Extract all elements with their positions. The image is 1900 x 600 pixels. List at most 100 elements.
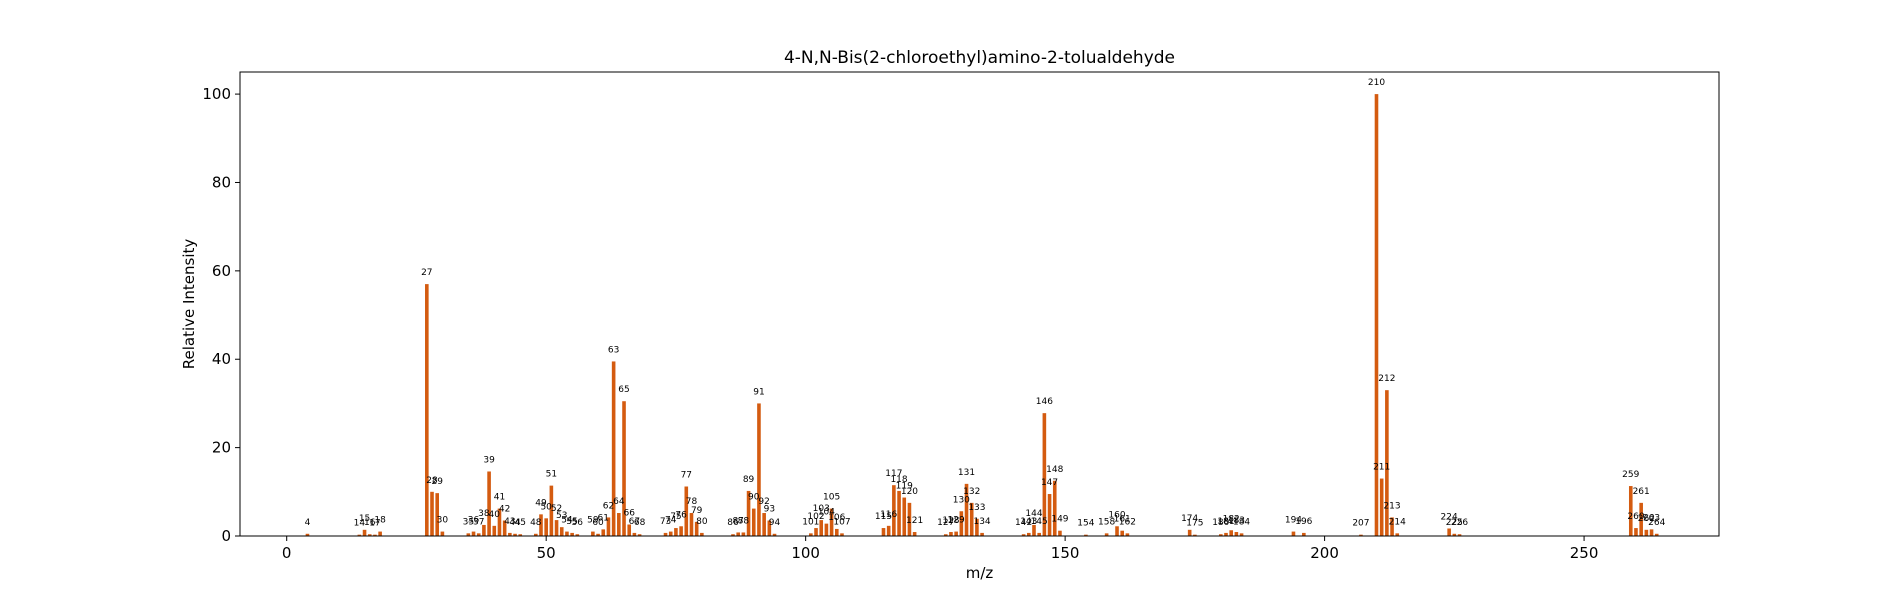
peak-bar <box>1385 390 1389 536</box>
chart-title: 4-N,N-Bis(2-chloroethyl)amino-2-tolualde… <box>784 48 1175 68</box>
peak-label: 59 <box>587 516 599 526</box>
peak-bar <box>565 531 569 536</box>
peak-label: 36 <box>468 516 480 526</box>
peak-label: 94 <box>769 518 781 528</box>
peak-bar <box>881 528 886 536</box>
bars-layer <box>305 94 1659 536</box>
peak-label: 45 <box>515 518 526 528</box>
peak-bar <box>1379 478 1384 536</box>
peak-bar <box>471 531 476 536</box>
peak-bar <box>1052 480 1057 536</box>
peak-bar <box>694 521 699 536</box>
peak-bar <box>554 520 559 536</box>
peak-label: 213 <box>1383 501 1400 511</box>
peak-bar <box>518 534 523 536</box>
peak-label: 104 <box>818 508 835 518</box>
peak-label: 14 <box>354 519 366 529</box>
peak-label: 210 <box>1368 78 1385 88</box>
peak-label: 118 <box>890 475 907 485</box>
peak-label: 144 <box>1025 509 1042 519</box>
y-tick-label: 80 <box>212 173 231 191</box>
peak-bar <box>1302 532 1306 536</box>
peak-label: 211 <box>1373 463 1390 473</box>
peak-bar <box>829 508 834 536</box>
peak-label: 196 <box>1295 517 1312 527</box>
peak-bar <box>611 361 616 536</box>
peak-label: 263 <box>1643 513 1660 523</box>
peak-label: 226 <box>1451 518 1468 528</box>
peak-label: 224 <box>1441 512 1458 522</box>
peak-bar <box>591 531 595 536</box>
peak-label: 88 <box>738 516 750 526</box>
peak-label: 68 <box>634 518 646 528</box>
peak-label: 154 <box>1077 519 1094 529</box>
peak-label: 4 <box>305 518 311 528</box>
peak-bar <box>482 524 486 536</box>
peak-label: 37 <box>473 517 484 527</box>
peak-bar <box>819 520 824 536</box>
peak-bar <box>1654 533 1659 536</box>
peak-bar <box>497 508 502 536</box>
peak-bar <box>357 534 362 536</box>
peak-label: 143 <box>1020 517 1037 527</box>
peak-bar <box>1374 94 1379 536</box>
y-tick-label: 60 <box>212 262 231 280</box>
peak-label: 102 <box>807 512 824 522</box>
peak-bar <box>430 491 434 536</box>
peak-bar <box>943 534 948 536</box>
peak-bar <box>1032 524 1036 536</box>
peak-bar <box>1649 529 1654 536</box>
peak-label: 103 <box>813 504 830 514</box>
y-axis: 0 20 40 60 80 100 <box>202 85 240 545</box>
peak-bar <box>539 514 543 536</box>
peak-label: 128 <box>942 516 959 526</box>
peak-bar <box>1120 530 1125 536</box>
x-tick-label: 200 <box>1310 544 1339 562</box>
peak-label: 27 <box>421 268 432 278</box>
peak-label: 91 <box>753 387 764 397</box>
peak-bar <box>637 534 642 536</box>
peak-bar <box>1115 526 1119 536</box>
peak-bar <box>487 471 491 536</box>
peak-bar <box>367 534 372 536</box>
peak-bar <box>741 532 746 536</box>
peak-bar <box>663 532 668 536</box>
peak-label: 225 <box>1446 518 1463 528</box>
peak-label: 261 <box>1633 487 1650 497</box>
peak-label: 92 <box>758 497 769 507</box>
peak-bar <box>767 520 772 536</box>
peak-bar <box>746 490 751 536</box>
peak-label: 52 <box>551 504 562 514</box>
peak-bar <box>1457 534 1462 536</box>
peak-label: 262 <box>1638 514 1655 524</box>
peak-label: 180 <box>1212 518 1229 528</box>
peak-bar <box>1047 494 1052 536</box>
peak-bar <box>513 533 517 536</box>
y-tick-label: 0 <box>221 527 231 545</box>
peak-label: 17 <box>369 519 380 529</box>
peak-label: 134 <box>973 517 990 527</box>
peak-bar <box>814 528 818 536</box>
peak-bar <box>1037 532 1041 536</box>
peak-label: 18 <box>374 516 386 526</box>
peak-label: 145 <box>1031 517 1048 527</box>
peak-label: 77 <box>681 471 692 481</box>
peak-bar <box>617 513 621 536</box>
peak-label: 65 <box>618 385 629 395</box>
peak-bar <box>1193 534 1197 536</box>
x-axis-title: m/z <box>966 564 994 582</box>
peak-bar <box>757 403 761 536</box>
peak-bar <box>1390 517 1394 536</box>
peak-bar <box>476 533 481 536</box>
x-tick-label: 100 <box>791 544 820 562</box>
peak-label: 78 <box>686 497 698 507</box>
peak-label: 264 <box>1648 518 1665 528</box>
peak-label: 132 <box>963 487 980 497</box>
peak-label: 182 <box>1223 514 1240 524</box>
peak-label: 48 <box>530 518 542 528</box>
peak-label: 101 <box>802 517 819 527</box>
peak-bar <box>700 532 704 536</box>
peak-label: 116 <box>880 510 897 520</box>
peak-label: 212 <box>1378 374 1395 384</box>
peak-label: 62 <box>603 501 614 511</box>
